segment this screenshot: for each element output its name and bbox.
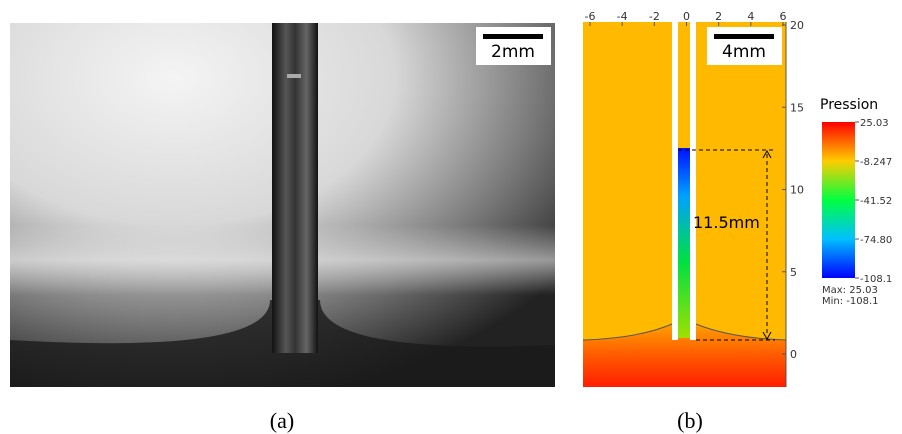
scale-box	[476, 27, 551, 65]
y-tick-label: 5	[790, 266, 797, 279]
caption: (a)	[270, 408, 294, 433]
colorbar-label: -8.247	[860, 157, 892, 168]
y-tick-label: 20	[790, 19, 804, 32]
liquid-column	[678, 148, 690, 338]
y-tick-label: 15	[790, 101, 804, 114]
colorbar-min: Min: -108.1	[822, 296, 879, 307]
scale-bar	[483, 34, 543, 39]
x-tick-label: -4	[617, 10, 628, 23]
height-label: 11.5mm	[693, 213, 760, 232]
capillary-tube	[272, 23, 318, 353]
colorbar-label: -74.80	[860, 235, 892, 246]
scale-box	[707, 27, 782, 65]
colorbar-label: -108.1	[860, 274, 892, 285]
x-tick-label: 0	[683, 10, 690, 23]
x-tick-label: -6	[585, 10, 596, 23]
arrow-heads	[762, 149, 772, 341]
tube-wall	[690, 22, 696, 340]
colorbar	[822, 122, 855, 278]
scale-label: 2mm	[491, 42, 535, 62]
colorbar-labels: 25.03 -8.247 -41.52 -74.80 -108.1	[855, 118, 892, 285]
scale-bar	[714, 34, 774, 39]
colorbar-title: Pression	[820, 97, 878, 113]
panel-a: 2mm (a)	[10, 23, 555, 433]
colorbar-label: -41.52	[860, 196, 892, 207]
x-tick-label: 6	[780, 10, 787, 23]
x-tick-label: 2	[715, 10, 722, 23]
tube-wall	[672, 22, 678, 340]
colorbar-max: Max: 25.03	[822, 285, 878, 296]
y-tick-label: 10	[790, 184, 804, 197]
y-ticks: 20 15 10 5 0	[782, 19, 804, 361]
meniscus-line	[582, 323, 787, 341]
x-tick-label: 4	[747, 10, 754, 23]
x-ticks: -6 -4 -2 0 2 4 6	[585, 10, 787, 26]
x-tick-label: -2	[649, 10, 660, 23]
bottom-region	[583, 324, 786, 387]
colorbar-label: 25.03	[860, 118, 889, 129]
meniscus	[287, 74, 301, 78]
scale-label: 4mm	[722, 42, 766, 62]
caption: (b)	[677, 408, 703, 433]
y-tick-label: 0	[790, 348, 797, 361]
